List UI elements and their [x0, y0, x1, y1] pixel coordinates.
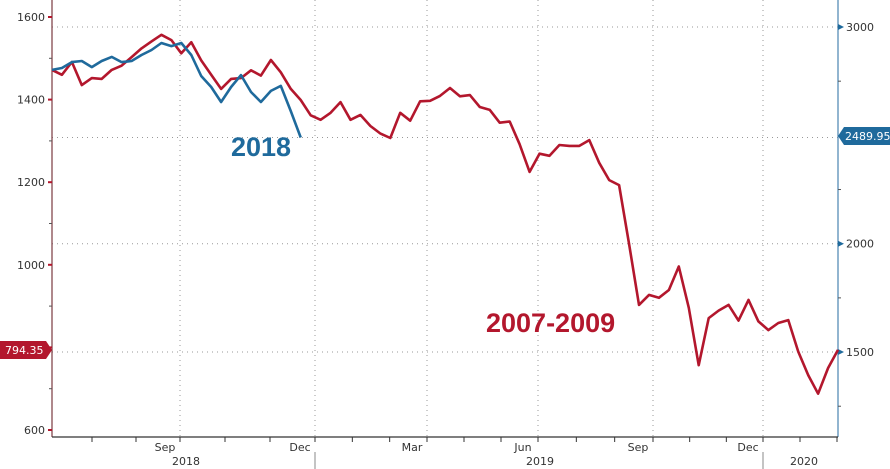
series-line-2018: [51, 41, 302, 138]
left-last-value-tag: 794.35: [0, 341, 52, 359]
series-label-2007-2009: 2007-2009: [486, 308, 615, 338]
right-last-value: 2489.95: [845, 130, 890, 143]
right-tick-label: 1500: [846, 346, 874, 359]
x-month-label: Dec: [289, 441, 310, 454]
left-tick-label: 1000: [17, 259, 45, 272]
left-tick-label: 1200: [17, 176, 45, 189]
x-year-label: 2019: [526, 455, 554, 468]
left-last-value: 794.35: [5, 344, 44, 357]
x-month-label: Dec: [737, 441, 758, 454]
x-year-label: 2018: [172, 455, 200, 468]
series-label-2018: 2018: [231, 132, 291, 162]
x-month-label: Sep: [155, 441, 176, 454]
x-year-label: 2020: [790, 455, 818, 468]
right-tick-mark: [838, 240, 844, 247]
right-tick-mark: [838, 24, 844, 30]
right-tick-mark: [838, 349, 844, 356]
x-month-label: Sep: [628, 441, 649, 454]
x-month-label: Jun: [513, 441, 531, 454]
series-layer: [51, 33, 840, 396]
left-tick-label: 600: [24, 424, 45, 437]
axes: 600 1000 1200 1400 1600 1500 2000 3000 Sep Dec Mar…: [17, 0, 874, 469]
x-month-label: Mar: [402, 441, 423, 454]
left-tick-label: 1600: [17, 11, 45, 24]
right-tick-label: 2000: [846, 238, 874, 251]
right-last-value-tag: 2489.95: [838, 127, 890, 145]
left-tick-label: 1400: [17, 94, 45, 107]
right-tick-label: 3000: [846, 21, 874, 34]
series-line-2007-2009: [51, 33, 840, 396]
gridlines: [52, 0, 838, 437]
